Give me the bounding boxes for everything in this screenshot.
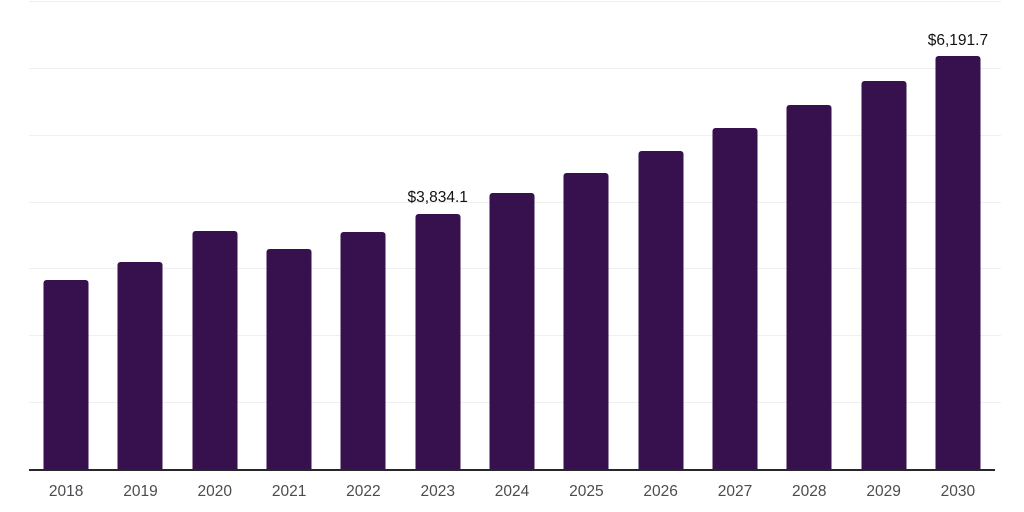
x-tick-label-2026: 2026 (643, 483, 678, 500)
bar-2030 (935, 56, 981, 470)
bars-container: $3,834.1 $6,191.7 (29, 2, 995, 470)
bar-slot-2018 (29, 2, 103, 470)
bar-slot-2027 (698, 2, 772, 470)
bar-2020 (192, 231, 238, 470)
bar-value-label-2030: $6,191.7 (927, 31, 989, 49)
bar-2023 (415, 213, 461, 470)
x-tick-label-2030: 2030 (940, 483, 976, 500)
bar-slot-2026 (624, 2, 698, 470)
bar-slot-2030: $6,191.7 (921, 2, 995, 470)
x-tick-label-2023: 2023 (420, 483, 455, 500)
x-axis-line (29, 469, 995, 471)
bar-2021 (266, 249, 312, 470)
bar-2027 (712, 127, 758, 470)
bar-2028 (786, 104, 832, 470)
bar-2026 (638, 151, 684, 470)
x-tick-label-2025: 2025 (569, 483, 604, 500)
bar-slot-2025 (549, 2, 623, 470)
bar-value-label-2023: $3,834.1 (407, 189, 468, 207)
bar-2018 (43, 280, 89, 470)
bar-slot-2022 (326, 2, 400, 470)
x-tick-label-2028: 2028 (792, 483, 827, 500)
gridline-6000 (29, 67, 1001, 69)
bar-slot-2029 (846, 2, 920, 470)
x-tick-label-2019: 2019 (123, 483, 158, 500)
bar-slot-2028 (772, 2, 846, 470)
bar-slot-2020 (178, 2, 252, 470)
bar-2022 (340, 232, 386, 470)
x-tick-label-2024: 2024 (494, 483, 530, 500)
x-axis-labels: 2018 2019 2020 2021 2022 2023 2024 2025 2026 2027… (29, 483, 995, 501)
x-tick-label-2029: 2029 (866, 483, 901, 500)
bar-slot-2023: $3,834.1 (401, 2, 475, 470)
bar-slot-2019 (103, 2, 177, 470)
x-tick-label-2018: 2018 (48, 483, 84, 500)
bar-2025 (563, 172, 609, 470)
gridline-5000 (29, 134, 1001, 136)
x-tick-label-2027: 2027 (717, 483, 753, 500)
bar-slot-2021 (252, 2, 326, 470)
x-tick-label-2021: 2021 (271, 483, 307, 500)
bar-slot-2024 (475, 2, 549, 470)
bar-2019 (117, 262, 163, 470)
x-tick-label-2022: 2022 (346, 483, 381, 500)
bar-2029 (861, 80, 907, 470)
gridline-7000 (29, 1, 1001, 2)
bar-2024 (489, 193, 535, 470)
x-tick-label-2020: 2020 (197, 483, 233, 500)
